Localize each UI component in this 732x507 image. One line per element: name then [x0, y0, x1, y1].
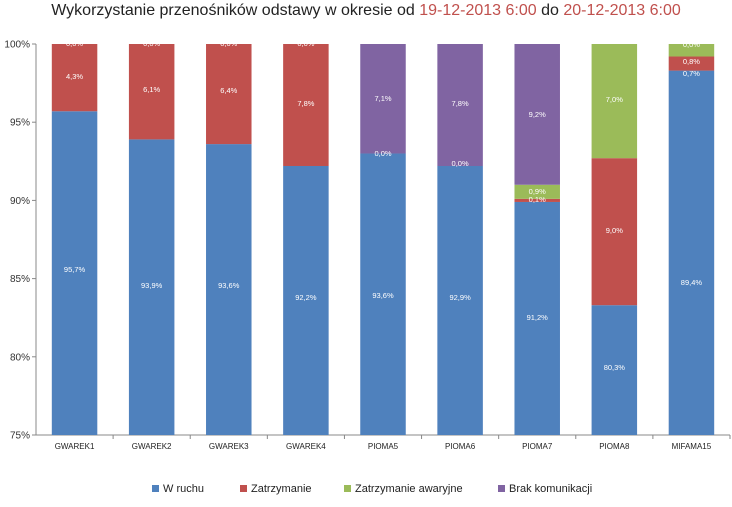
- data-label: 89,4%: [681, 278, 703, 287]
- bar-segment: [437, 165, 483, 435]
- legend-swatch: [498, 485, 505, 492]
- x-tick-label: GWAREK1: [55, 442, 95, 451]
- legend-label: W ruchu: [163, 483, 204, 495]
- bar-segment: [514, 44, 560, 185]
- data-label: 4,3%: [66, 72, 83, 81]
- bar-segment: [668, 44, 715, 57]
- y-tick-label: 80%: [10, 352, 30, 363]
- legend-label: Brak komunikacji: [509, 483, 592, 495]
- legend-swatch: [240, 485, 247, 492]
- data-label: 0,9%: [529, 187, 546, 196]
- legend-swatch: [152, 485, 159, 492]
- x-tick-label: GWAREK3: [209, 442, 249, 451]
- bar-segment: [128, 139, 175, 436]
- data-label: 0,1%: [529, 195, 546, 204]
- data-label: 7,0%: [606, 95, 623, 104]
- y-tick-label: 95%: [10, 118, 30, 129]
- data-label: 93,6%: [372, 291, 394, 300]
- x-tick-label: PIOMA6: [445, 442, 476, 451]
- data-label: 0,0%: [220, 39, 237, 48]
- bar-segment: [514, 198, 560, 202]
- bar-segment: [360, 153, 406, 436]
- data-label: 92,2%: [295, 293, 317, 302]
- bar-segment: [437, 44, 483, 166]
- bar-segment: [283, 44, 329, 166]
- x-tick-label: PIOMA7: [522, 442, 553, 451]
- x-tick-label: PIOMA8: [599, 442, 630, 451]
- data-label: 92,9%: [449, 293, 471, 302]
- data-label: 6,1%: [143, 85, 160, 94]
- legend-label: Zatrzymanie: [251, 483, 312, 495]
- data-label: 0,0%: [683, 40, 700, 49]
- data-label: 9,0%: [606, 226, 623, 235]
- bar-segment: [514, 184, 560, 199]
- bar-segment: [591, 305, 638, 435]
- data-label: 91,2%: [527, 313, 549, 322]
- bar-segment: [668, 70, 715, 435]
- bar-segment: [360, 44, 406, 154]
- data-label: 0,0%: [297, 39, 314, 48]
- bar-segment: [128, 44, 175, 140]
- data-label: 0,0%: [66, 39, 83, 48]
- data-label: 0,7%: [683, 69, 700, 78]
- data-label: 93,6%: [218, 281, 240, 290]
- data-label: 7,8%: [297, 99, 314, 108]
- bar-segment: [206, 144, 252, 435]
- y-tick-label: 100%: [4, 40, 30, 51]
- legend-label: Zatrzymanie awaryjne: [355, 483, 463, 495]
- bar-segment: [283, 165, 329, 435]
- chart-title: Wykorzystanie przenośników odstawy w okr…: [51, 2, 681, 19]
- data-label: 7,8%: [452, 99, 469, 108]
- data-label: 0,0%: [143, 39, 160, 48]
- data-label: 93,9%: [141, 281, 163, 290]
- bar-segment: [668, 56, 715, 71]
- bar-segment: [51, 44, 98, 112]
- y-tick-label: 75%: [10, 431, 30, 442]
- y-tick-label: 90%: [10, 196, 30, 207]
- x-tick-label: GWAREK2: [132, 442, 172, 451]
- bar-segment: [591, 44, 638, 159]
- x-tick-label: MIFAMA15: [672, 442, 712, 451]
- data-label: 0,0%: [452, 159, 469, 168]
- data-label: 6,4%: [220, 86, 237, 95]
- data-label: 9,2%: [529, 110, 546, 119]
- y-tick-label: 85%: [10, 274, 30, 285]
- bar-segment: [51, 111, 98, 435]
- data-label: 7,1%: [374, 94, 391, 103]
- data-label: 0,0%: [374, 149, 391, 158]
- data-label: 80,3%: [604, 363, 626, 372]
- x-tick-label: PIOMA5: [368, 442, 399, 451]
- legend-swatch: [344, 485, 351, 492]
- bar-segment: [591, 158, 638, 306]
- bar-segment: [514, 201, 560, 435]
- bar-segment: [206, 44, 252, 145]
- data-label: 95,7%: [64, 265, 86, 274]
- x-tick-label: GWAREK4: [286, 442, 326, 451]
- data-label: 0,8%: [683, 57, 700, 66]
